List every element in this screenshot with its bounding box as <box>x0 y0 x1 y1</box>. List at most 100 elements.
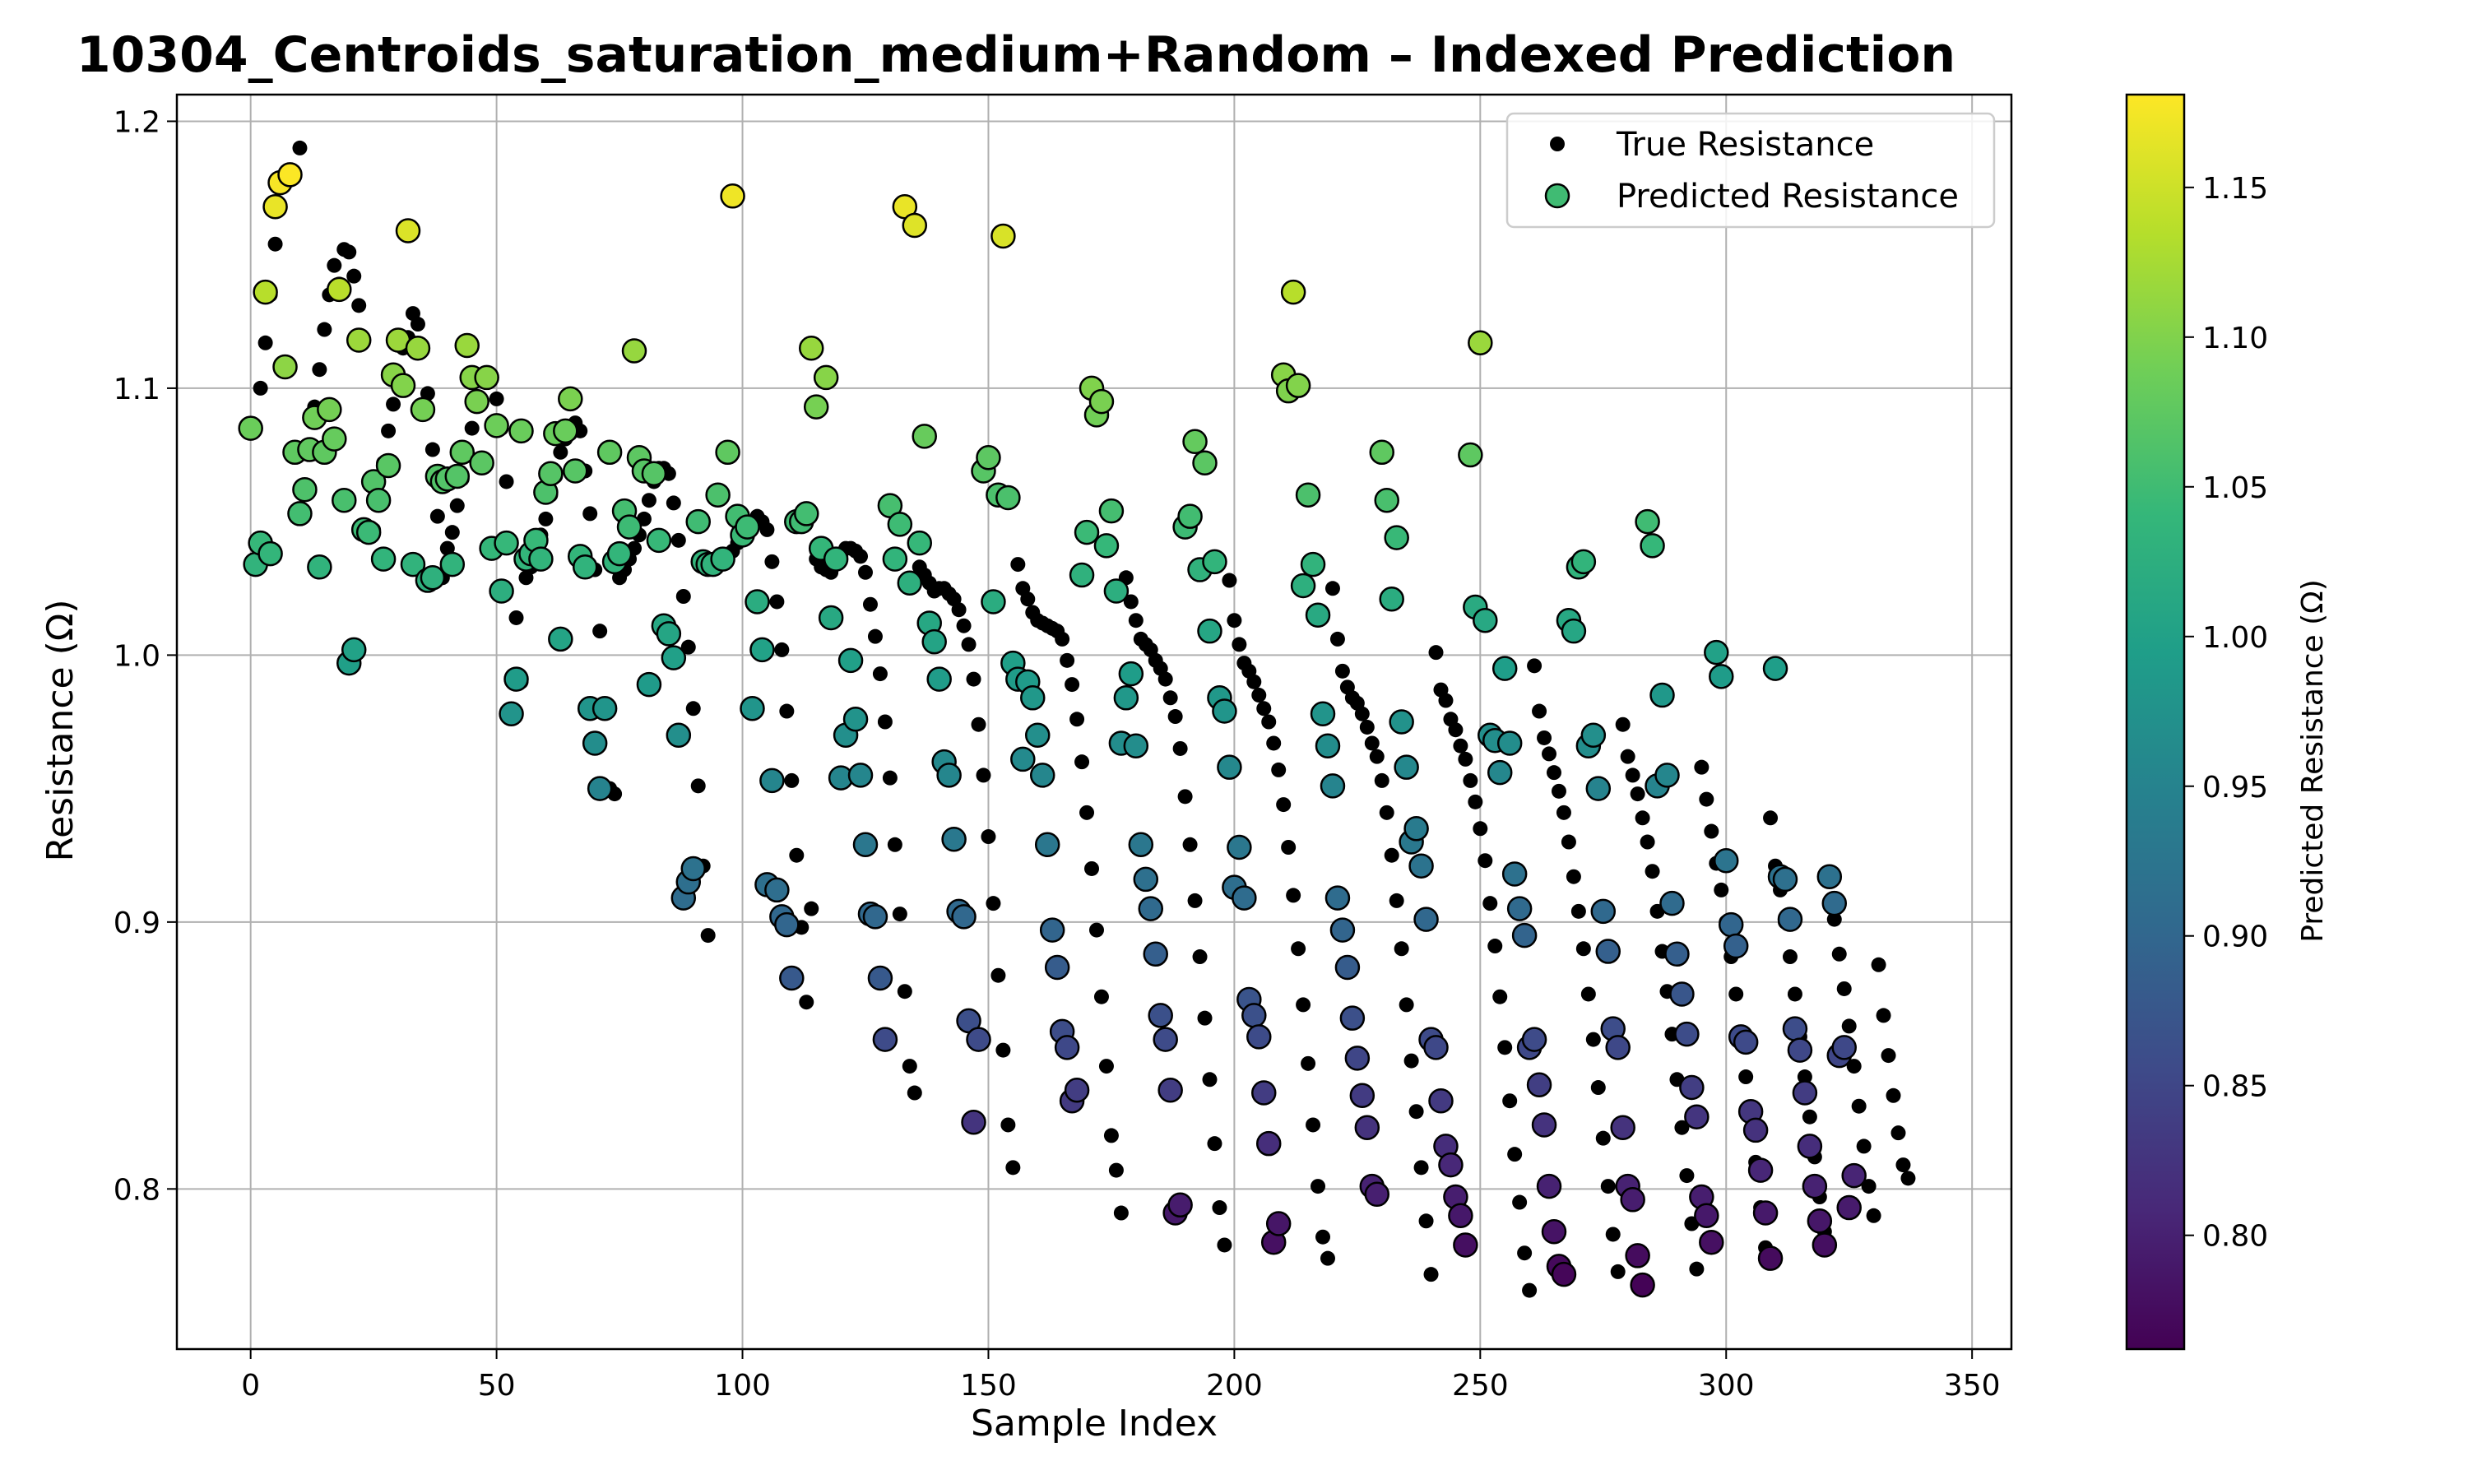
predicted-resistance-point <box>1334 954 1361 981</box>
x-tick-label: 50 <box>478 1369 516 1403</box>
predicted-resistance-point <box>774 911 800 938</box>
x-tick-label: 0 <box>241 1369 260 1403</box>
predicted-resistance-point <box>1718 911 1744 938</box>
true-resistance-point <box>1478 853 1493 869</box>
predicted-resistance-point <box>1747 1157 1774 1183</box>
true-resistance-point <box>1408 1104 1424 1120</box>
predicted-resistance-point <box>1428 1087 1454 1114</box>
predicted-resistance-point <box>1295 482 1321 508</box>
true-resistance-point <box>956 618 972 633</box>
predicted-resistance-point <box>1344 1046 1371 1071</box>
predicted-resistance-point <box>872 1027 898 1052</box>
predicted-resistance-point <box>847 763 874 788</box>
predicted-resistance-point <box>1674 1021 1700 1047</box>
predicted-resistance-point <box>1531 1112 1557 1138</box>
y-axis-label: Resistance (Ω) <box>39 599 81 861</box>
predicted-resistance-point <box>1349 1083 1375 1109</box>
true-resistance-point <box>1625 768 1640 783</box>
true-resistance-point <box>410 317 425 332</box>
true-resistance-point <box>1306 1117 1321 1133</box>
predicted-resistance-point <box>1305 602 1331 628</box>
predicted-resistance-point <box>1787 1037 1813 1063</box>
true-resistance-point <box>449 498 465 513</box>
predicted-resistance-point <box>745 589 770 614</box>
predicted-resistance-point <box>1315 733 1341 758</box>
predicted-resistance-point <box>961 1109 986 1135</box>
true-resistance-point <box>1841 1018 1857 1034</box>
true-resistance-point <box>1369 749 1385 764</box>
predicted-resistance-point <box>1797 1134 1823 1159</box>
true-resistance-point <box>1271 762 1287 777</box>
true-resistance-point <box>995 1042 1011 1058</box>
predicted-resistance-point <box>439 551 466 577</box>
predicted-resistance-point <box>370 546 397 572</box>
predicted-resistance-point <box>882 546 908 572</box>
true-resistance-point <box>872 666 888 682</box>
predicted-resistance-point <box>1029 763 1055 788</box>
predicted-resistance-point <box>322 426 347 452</box>
true-resistance-point <box>341 244 357 260</box>
predicted-resistance-point <box>327 276 352 303</box>
true-resistance-point <box>1418 1213 1434 1229</box>
true-resistance-point <box>1074 754 1090 770</box>
predicted-resistance-point <box>1841 1162 1867 1189</box>
true-resistance-point <box>1423 1267 1439 1282</box>
true-resistance-point <box>1354 706 1370 721</box>
true-resistance-point <box>1172 740 1188 756</box>
true-resistance-point <box>1192 949 1208 965</box>
true-resistance-point <box>1728 986 1744 1002</box>
predicted-resistance-point <box>887 512 913 537</box>
true-resistance-point <box>1157 671 1173 687</box>
true-resistance-point <box>1000 1117 1016 1133</box>
predicted-resistance-point <box>1679 1074 1705 1101</box>
true-resistance-point <box>784 772 800 788</box>
predicted-resistance-point <box>1654 763 1680 788</box>
true-resistance-point <box>1227 613 1242 628</box>
predicted-resistance-point <box>1020 685 1046 711</box>
predicted-resistance-point <box>469 450 494 476</box>
true-resistance-point <box>1329 631 1345 647</box>
true-resistance-point <box>641 493 656 508</box>
predicted-resistance-point <box>400 551 426 577</box>
true-resistance-point <box>1256 701 1272 716</box>
predicted-resistance-point <box>420 565 446 591</box>
predicted-resistance-point <box>656 621 682 647</box>
predicted-resistance-point <box>1054 1035 1080 1060</box>
predicted-resistance-point <box>1374 487 1399 513</box>
predicted-resistance-point <box>1709 664 1734 689</box>
predicted-resistance-point <box>1782 1016 1808 1041</box>
predicted-resistance-point <box>538 461 564 486</box>
true-resistance-point <box>1590 1080 1606 1096</box>
predicted-resistance-point <box>1506 896 1533 921</box>
predicted-resistance-point <box>1496 730 1523 756</box>
true-resistance-point <box>1585 1032 1601 1047</box>
true-resistance-point <box>1291 941 1306 957</box>
predicted-resistance-point <box>395 218 421 243</box>
true-resistance-point <box>1182 837 1198 852</box>
true-resistance-point <box>1694 759 1710 775</box>
true-resistance-point <box>1836 981 1852 996</box>
true-resistance-point <box>1679 1168 1695 1184</box>
predicted-resistance-point <box>238 415 263 441</box>
true-resistance-point <box>680 639 696 655</box>
predicted-resistance-point <box>1143 941 1168 967</box>
predicted-resistance-point <box>332 487 357 513</box>
true-resistance-point <box>1413 1160 1429 1176</box>
predicted-resistance-point <box>1246 1024 1272 1050</box>
predicted-resistance-point <box>1487 759 1513 786</box>
true-resistance-point <box>1222 573 1237 588</box>
predicted-resistance-point <box>636 671 662 698</box>
legend-predicted-label: Predicted Resistance <box>1617 178 1959 216</box>
true-resistance-series <box>243 140 1916 1298</box>
predicted-resistance-point <box>1123 733 1149 758</box>
predicted-resistance-point <box>1202 549 1227 575</box>
predicted-resistance-point <box>1610 1115 1635 1140</box>
true-resistance-point <box>690 778 706 794</box>
predicted-resistance-point <box>1640 533 1665 559</box>
true-resistance-point <box>990 967 1006 983</box>
predicted-resistance-point <box>528 546 554 572</box>
true-resistance-point <box>381 423 397 438</box>
predicted-resistance-point <box>1777 907 1803 932</box>
predicted-resistance-point <box>1034 832 1060 858</box>
